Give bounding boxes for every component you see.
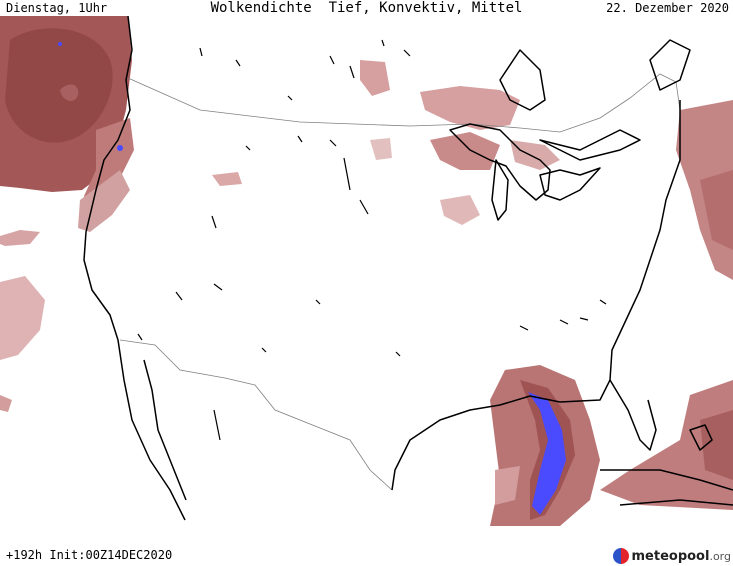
logo-brand: meteopool: [631, 548, 710, 564]
map-footer: +192h Init:00Z14DEC2020 meteopool.org: [0, 526, 733, 566]
brand-logo[interactable]: meteopool.org: [612, 546, 732, 566]
country-borders: [119, 73, 681, 491]
map-title: Wolkendichte Tief, Konvektiv, Mittel: [210, 0, 523, 16]
cloud-mass-gulf-convective: [490, 365, 600, 526]
coastlines: [83, 16, 733, 521]
weather-map: [0, 16, 733, 526]
lake-fragments: [137, 39, 607, 441]
cloud-patches-great-lakes: [212, 60, 560, 225]
logo-tld: .org: [709, 549, 731, 563]
forecast-time-label: Dienstag, 1Uhr: [6, 1, 108, 15]
logo-icon: [612, 548, 629, 564]
forecast-date-label: 22. Dezember 2020: [606, 1, 729, 15]
cloud-density-map: [0, 16, 733, 526]
cloud-mass-pacific-storm: [0, 16, 134, 412]
model-run-label: +192h Init:00Z14DEC2020: [6, 548, 173, 562]
logo-text: meteopool.org: [632, 549, 732, 564]
cloud-mass-atlantic: [600, 100, 733, 510]
